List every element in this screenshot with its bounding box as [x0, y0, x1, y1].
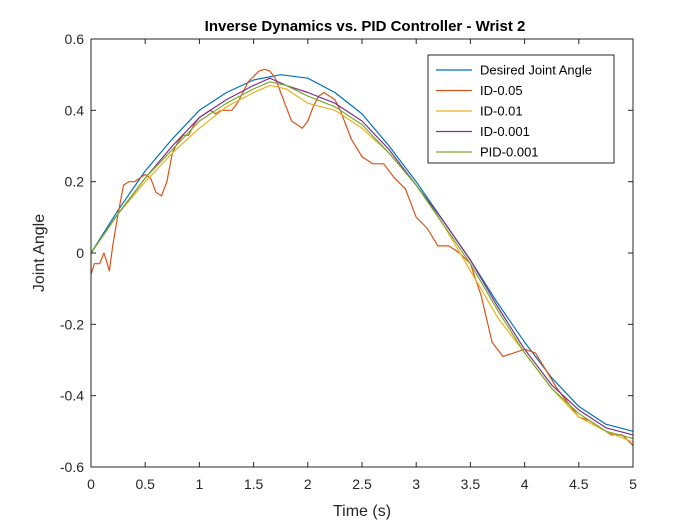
y-tick-label: 0.2	[65, 174, 85, 190]
series-layer	[90, 68, 634, 447]
x-tick-label: 0	[87, 476, 95, 492]
x-tick-label: 2	[304, 476, 312, 492]
x-tick-label: 4	[521, 476, 529, 492]
y-tick-label: -0.6	[60, 459, 84, 475]
tick-layer: 0 0.5 1 1.5 2 2.5 3 3.5 4 4.5 5 -0.6 -0.4 -0.2 0 0.2 0.4…	[60, 31, 637, 492]
y-tick-label: 0	[76, 245, 84, 261]
y-tick-label: 0.6	[65, 31, 85, 47]
legend-label-4: PID-0.001	[480, 145, 539, 160]
y-tick-label: 0.4	[65, 102, 85, 118]
legend-label-2: ID-0.01	[480, 104, 523, 119]
y-tick-label: -0.4	[60, 388, 84, 404]
series-line-0	[90, 74, 634, 432]
x-tick-label: 3	[412, 476, 420, 492]
x-tick-label: 5	[629, 476, 637, 492]
x-tick-label: 2.5	[352, 476, 372, 492]
y-axis-label: Joint Angle	[31, 214, 48, 292]
legend-box	[427, 54, 615, 164]
x-tick-label: 0.5	[135, 476, 155, 492]
legend-label-0: Desired Joint Angle	[480, 63, 592, 78]
legend: Desired Joint Angle ID-0.05 ID-0.01 ID-0.00…	[427, 54, 615, 164]
x-tick-label: 1.5	[244, 476, 264, 492]
chart-title: Inverse Dynamics vs. PID Controller - Wr…	[205, 18, 526, 35]
series-line-4	[90, 81, 634, 440]
x-tick-label: 4.5	[569, 476, 589, 492]
series-line-3	[90, 77, 634, 436]
series-line-1	[90, 68, 634, 447]
x-tick-label: 3.5	[461, 476, 481, 492]
x-axis-label: Time (s)	[333, 503, 391, 520]
y-tick-label: -0.2	[60, 316, 84, 332]
x-tick-label: 1	[196, 476, 204, 492]
legend-label-1: ID-0.05	[480, 83, 523, 98]
legend-label-3: ID-0.001	[480, 124, 530, 139]
